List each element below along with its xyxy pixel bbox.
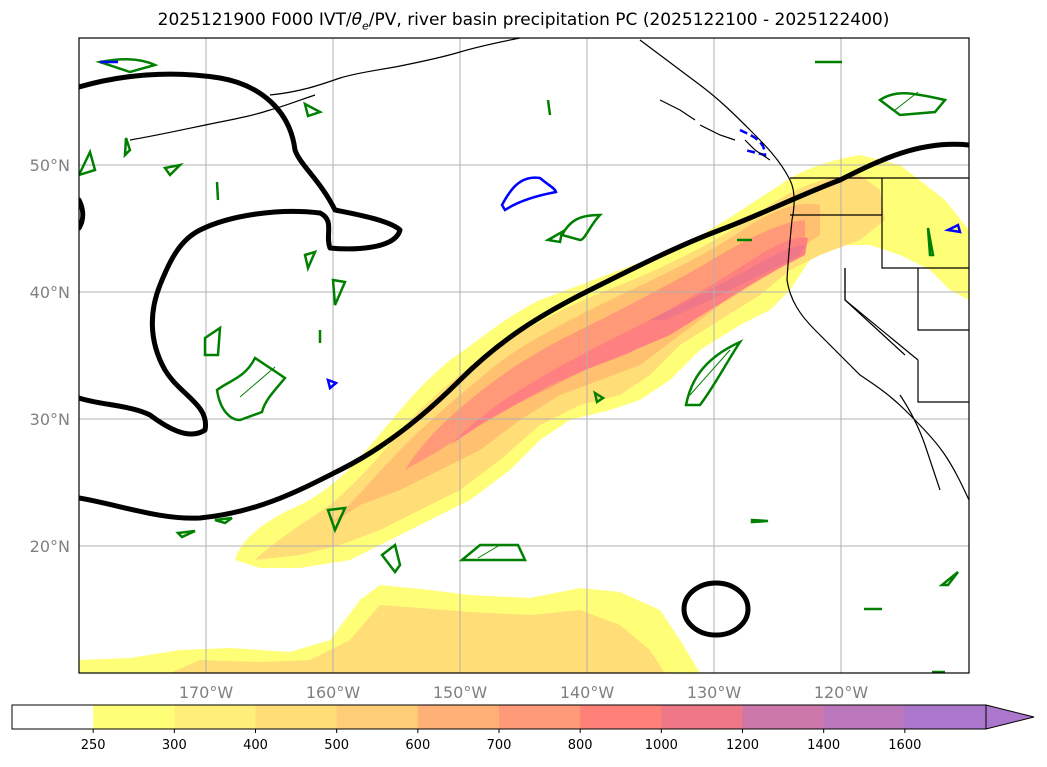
map-title: 2025121900 F000 IVT/θe/PV, river basin p… xyxy=(157,10,890,33)
pv-contour xyxy=(500,176,558,212)
coastline-bc-islands xyxy=(659,99,771,161)
pv-contour xyxy=(303,101,324,118)
colorbar-segment xyxy=(417,705,500,729)
pv-positive-contours xyxy=(79,58,959,673)
pv-contour xyxy=(303,250,318,272)
pv-contour xyxy=(326,506,348,534)
colorbar-label: 1400 xyxy=(807,738,840,753)
colorbar-label: 600 xyxy=(405,738,430,753)
pv-contour xyxy=(944,223,962,234)
gridlines xyxy=(79,38,969,673)
border-nevada xyxy=(844,268,906,356)
map-frame xyxy=(78,37,970,674)
colorbar-label: 800 xyxy=(568,738,593,753)
colorbar-label: 300 xyxy=(162,738,187,753)
colorbar-segment xyxy=(499,705,581,729)
latitude-labels: 20°N 30°N 40°N 50°N xyxy=(30,156,70,556)
colorbar-segment xyxy=(174,705,256,729)
colorbar-label: 1000 xyxy=(645,738,678,753)
theta-e-contour-main xyxy=(79,141,969,521)
pv-contour xyxy=(739,128,767,157)
theta-e-contour-closed-west xyxy=(79,71,403,437)
pv-contour xyxy=(546,99,552,116)
coastline-baja xyxy=(899,394,941,491)
colorbar-label: 1200 xyxy=(726,738,759,753)
colorbar-label: 250 xyxy=(81,738,106,753)
pv-contour xyxy=(938,571,959,587)
pv-contour xyxy=(79,148,97,177)
map-panel: 20°N 30°N 40°N 50°N 170°W 160°W 150°W 14… xyxy=(30,37,970,702)
theta-e-contour-edge xyxy=(79,197,86,231)
colorbar-label: 500 xyxy=(324,738,349,753)
colorbar-segment xyxy=(823,705,906,729)
colorbar-segment xyxy=(255,705,338,729)
pv-contour xyxy=(162,162,184,177)
lon-label: 160°W xyxy=(306,683,361,702)
colorbar-segments xyxy=(12,705,987,729)
colorbar-segment xyxy=(12,705,94,729)
lon-label: 140°W xyxy=(560,683,615,702)
ivt-band-300-south xyxy=(170,605,665,673)
pv-contour xyxy=(123,137,132,159)
coastlines xyxy=(129,38,969,501)
pv-contour xyxy=(95,58,159,74)
pv-contour xyxy=(214,516,233,525)
lat-label: 30°N xyxy=(30,410,70,429)
pv-contour xyxy=(215,181,220,201)
colorbar-segment xyxy=(580,705,662,729)
colorbar-label: 400 xyxy=(243,738,268,753)
colorbar-labels: 250 300 400 500 600 700 800 1000 1200 1400 1600 xyxy=(81,729,921,753)
colorbar-segment xyxy=(742,705,825,729)
pv-contour xyxy=(684,339,744,407)
lon-label: 170°W xyxy=(179,683,234,702)
pv-contour xyxy=(215,356,287,422)
pv-contour xyxy=(331,278,347,306)
lon-label: 120°W xyxy=(814,683,869,702)
coastline-alaska xyxy=(269,38,521,96)
pv-contour xyxy=(750,518,769,524)
ivt-shading xyxy=(79,155,969,673)
lon-label: 130°W xyxy=(687,683,742,702)
colorbar-segment xyxy=(93,705,175,729)
pv-negative-contours xyxy=(100,60,962,391)
coastline-aleutians xyxy=(129,94,316,141)
colorbar-extend-arrow xyxy=(985,704,1035,730)
lat-label: 50°N xyxy=(30,156,70,175)
longitude-labels: 170°W 160°W 150°W 140°W 130°W 120°W xyxy=(179,683,869,702)
lat-label: 40°N xyxy=(30,283,70,302)
colorbar-segment xyxy=(661,705,743,729)
border-states xyxy=(790,178,969,403)
pv-contour xyxy=(560,213,604,242)
pv-contour xyxy=(175,529,196,539)
colorbar: 250 300 400 500 600 700 800 1000 1200 1400 1600 xyxy=(11,704,1035,753)
theta-e-contours xyxy=(79,71,969,638)
pv-contour xyxy=(458,543,527,562)
colorbar-segment xyxy=(904,705,987,729)
pv-contour xyxy=(326,377,339,391)
theta-e-contour-ring xyxy=(681,580,751,638)
pv-contour xyxy=(926,227,935,257)
colorbar-label: 700 xyxy=(487,738,512,753)
colorbar-segment xyxy=(336,705,419,729)
pv-contour xyxy=(593,390,606,405)
ivt-band-1000 xyxy=(650,245,805,320)
colorbar-label: 1600 xyxy=(888,738,921,753)
lat-label: 20°N xyxy=(30,537,70,556)
pv-contour xyxy=(380,542,402,575)
pv-contour xyxy=(203,325,222,357)
pv-contour xyxy=(544,229,564,244)
lon-label: 150°W xyxy=(433,683,488,702)
